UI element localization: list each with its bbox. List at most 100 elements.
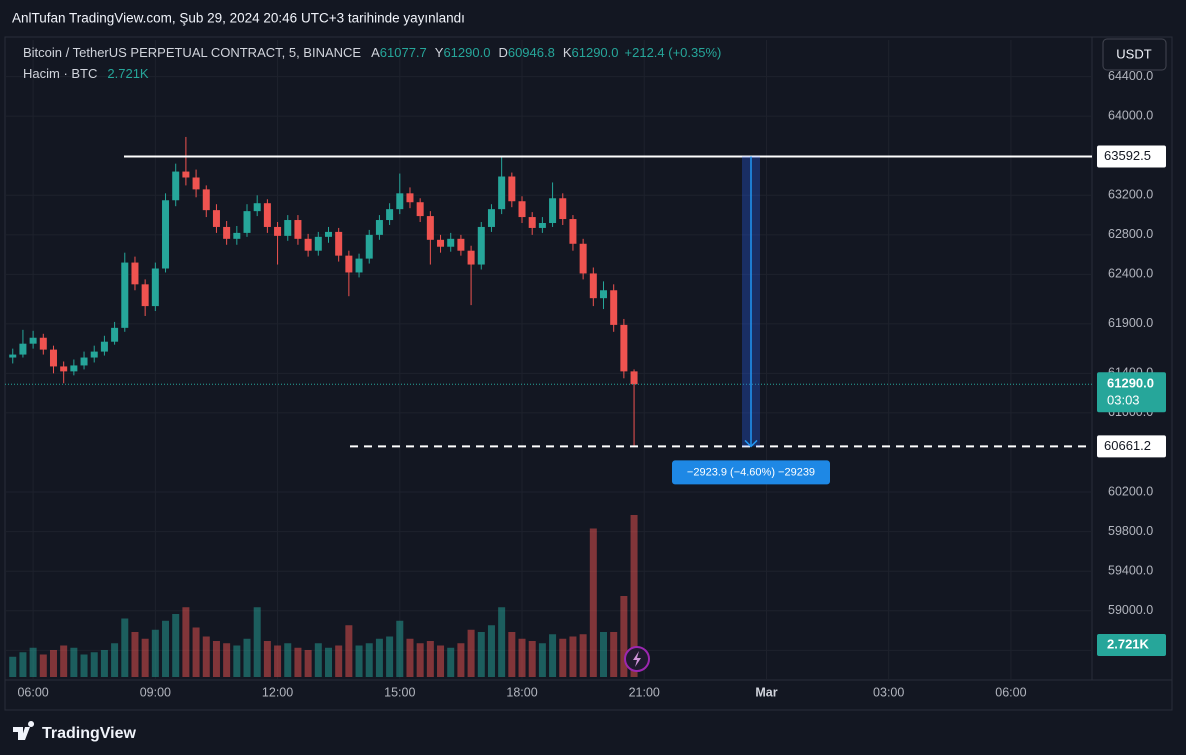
level-tag-label: 63592.5 <box>1104 148 1151 163</box>
volume-bar <box>39 654 47 677</box>
volume-bar <box>579 634 587 677</box>
candle-body <box>90 351 98 358</box>
last-price-label: 61290.0 <box>1107 376 1154 391</box>
volume-bar <box>314 643 322 677</box>
volume-bar <box>345 625 353 677</box>
volume-bar <box>274 645 282 677</box>
volume-bar <box>243 638 251 677</box>
volume-bar <box>498 607 506 677</box>
candle-body <box>141 284 149 307</box>
volume-bar <box>60 645 68 677</box>
candle-body <box>406 193 414 203</box>
y-tick-label: 63200.0 <box>1108 188 1153 202</box>
candle-body <box>549 198 557 223</box>
level-tag-label: 60661.2 <box>1104 438 1151 453</box>
ohlc-value: 61290.0 <box>572 45 619 60</box>
y-tick-label: 62800.0 <box>1108 227 1153 241</box>
candle-body <box>487 209 495 227</box>
candle-body <box>212 210 220 227</box>
candle-body <box>80 357 88 366</box>
volume-bar <box>477 632 485 677</box>
volume-bar <box>335 645 343 677</box>
candle-body <box>294 220 302 239</box>
measure-arrowhead <box>744 439 758 448</box>
volume-bar <box>589 528 597 677</box>
volume-bar <box>49 650 57 677</box>
level-tag <box>1097 145 1166 168</box>
volume-bar <box>610 632 618 677</box>
candle-body <box>162 200 170 269</box>
currency-button[interactable] <box>1102 38 1167 71</box>
volume-bar <box>131 632 139 677</box>
volume-bar <box>447 647 455 677</box>
candle-body <box>518 201 526 218</box>
volume-bar <box>29 647 37 677</box>
candle-body <box>447 238 455 247</box>
volume-bar <box>223 643 231 677</box>
volume-bar <box>569 636 577 677</box>
y-tick-label: 62400.0 <box>1108 267 1153 281</box>
candle-body <box>396 193 404 210</box>
volume-bar <box>355 645 363 677</box>
volume-bar <box>212 641 220 677</box>
volume-bar <box>304 650 312 677</box>
legend: Bitcoin / TetherUS PERPETUAL CONTRACT, 5… <box>23 45 721 60</box>
candle-body <box>233 232 241 239</box>
volume-bar <box>324 647 332 677</box>
alert-bolt <box>633 651 641 667</box>
volume-bar <box>396 620 404 677</box>
ohlc-key: Y <box>435 45 444 60</box>
candle-body <box>375 220 383 235</box>
candle-body <box>345 255 353 273</box>
y-tick-label: 61900.0 <box>1108 316 1153 330</box>
x-tick-label: 12:00 <box>262 685 293 699</box>
volume-bar <box>416 643 424 677</box>
volume-bar <box>233 645 241 677</box>
volume-bar <box>620 596 628 677</box>
ohlc-key: D <box>498 45 507 60</box>
volume-bar <box>437 645 445 677</box>
volume-bar <box>70 647 78 677</box>
publisher: AnlTufan TradingView.com, Şub 29, 2024 2… <box>12 11 465 26</box>
candle-body <box>49 349 57 367</box>
ohlc-value: 61077.7 <box>380 45 427 60</box>
candle-body <box>355 258 363 273</box>
volume-bar <box>426 641 434 677</box>
candle-body <box>538 222 546 228</box>
x-tick-label: 18:00 <box>506 685 537 699</box>
volume-bar <box>467 629 475 677</box>
last-price-tag <box>1097 372 1166 413</box>
volume-bar <box>90 652 98 677</box>
candle-body <box>253 203 261 212</box>
y-tick-label: 64000.0 <box>1108 108 1153 122</box>
volume-bar <box>141 638 149 677</box>
volume-bar <box>630 515 638 677</box>
ohlc-value: 60946.8 <box>508 45 555 60</box>
y-tick-label: 59000.0 <box>1108 603 1153 617</box>
currency[interactable]: USDT <box>1116 46 1151 61</box>
candle-body <box>70 365 78 372</box>
candle-body <box>151 268 159 307</box>
candle-body <box>100 341 108 352</box>
ohlc-value: 61290.0 <box>443 45 490 60</box>
candle-body <box>477 226 485 265</box>
candle-body <box>559 198 567 220</box>
candle-body <box>457 238 465 251</box>
volume-bar <box>151 629 159 677</box>
volume-tag <box>1097 634 1166 656</box>
volume-bar <box>111 643 119 677</box>
volume-bar <box>202 636 210 677</box>
candle-body <box>182 171 190 178</box>
candle-body <box>304 238 312 251</box>
candle-body <box>172 171 180 201</box>
x-tick-label: 06:00 <box>17 685 48 699</box>
candle-body <box>9 354 17 358</box>
candle-body <box>589 273 597 299</box>
candle-body <box>528 217 536 228</box>
candle-body <box>467 250 475 265</box>
candle-body <box>121 262 129 328</box>
candle-body <box>131 262 139 285</box>
candle-body <box>223 226 231 239</box>
volume-bar <box>19 652 27 677</box>
